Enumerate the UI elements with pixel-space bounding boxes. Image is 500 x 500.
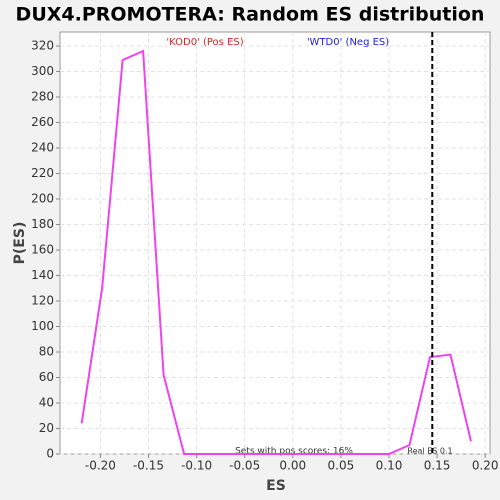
y-tick-label: 80 bbox=[39, 345, 54, 359]
y-tick-label: 160 bbox=[31, 243, 54, 257]
y-tick-label: 0 bbox=[46, 447, 54, 461]
x-axis-label: ES bbox=[266, 478, 286, 494]
y-tick-label: 320 bbox=[31, 39, 54, 53]
sets-label: Sets with pos scores: 16% bbox=[235, 447, 353, 457]
y-tick-label: 200 bbox=[31, 192, 54, 206]
y-tick-label: 220 bbox=[31, 166, 54, 180]
y-tick-label: 140 bbox=[31, 268, 54, 282]
y-tick-label: 300 bbox=[31, 64, 54, 78]
x-tick-label: 0.20 bbox=[472, 459, 499, 473]
y-tick-label: 40 bbox=[39, 396, 54, 410]
series-line bbox=[80, 49, 472, 455]
x-tick-label: 0.15 bbox=[424, 459, 451, 473]
x-tick-label: -0.20 bbox=[85, 459, 116, 473]
y-tick-label: 280 bbox=[31, 90, 54, 104]
x-tick-label: 0.05 bbox=[328, 459, 355, 473]
y-tick-label: 60 bbox=[39, 370, 54, 384]
y-axis-label: P(ES) bbox=[12, 222, 28, 265]
pos-label: 'KOD0' (Pos ES) bbox=[166, 37, 243, 48]
plot-area bbox=[59, 31, 491, 455]
real-es-label: Real ES 0.1 bbox=[407, 447, 452, 456]
x-tick-label: -0.05 bbox=[229, 459, 260, 473]
y-tick-label: 240 bbox=[31, 141, 54, 155]
x-tick-label: -0.10 bbox=[181, 459, 212, 473]
y-tick-label: 20 bbox=[39, 421, 54, 435]
y-tick-label: 260 bbox=[31, 115, 54, 129]
y-tick-label: 180 bbox=[31, 217, 54, 231]
y-tick-label: 120 bbox=[31, 294, 54, 308]
x-tick-label: -0.15 bbox=[133, 459, 164, 473]
chart-title: DUX4.PROMOTERA: Random ES distribution bbox=[16, 4, 485, 26]
x-tick-label: 0.00 bbox=[279, 459, 306, 473]
x-tick-label: 0.10 bbox=[376, 459, 403, 473]
neg-label: 'WTD0' (Neg ES) bbox=[307, 37, 389, 48]
y-tick-label: 100 bbox=[31, 319, 54, 333]
